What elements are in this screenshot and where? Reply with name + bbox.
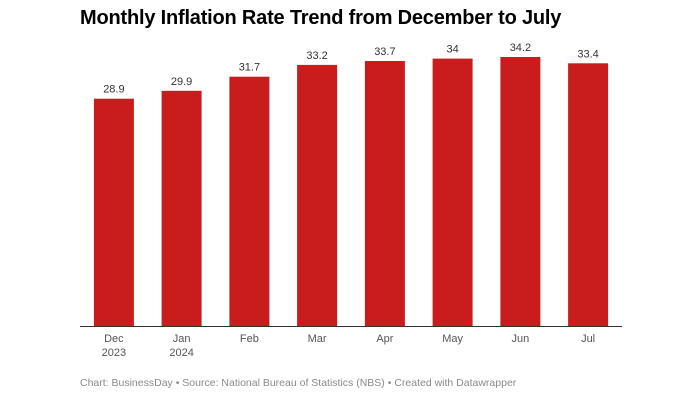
bar-dec — [93, 98, 134, 326]
bar-jan — [161, 90, 202, 326]
value-label-jul: 33.4 — [577, 48, 598, 60]
bar-may — [432, 58, 473, 326]
bar-jul — [568, 63, 609, 327]
x-tick-labels-group: Dec 2023 Jan 2024 Feb Mar Apr May Jun Jul — [102, 333, 595, 359]
x-tick-label-may: May — [442, 333, 463, 345]
x-tick-label-jan: Jan 2024 — [169, 333, 193, 359]
x-tick-label-jul: Jul — [581, 333, 595, 345]
value-label-apr: 33.7 — [374, 46, 395, 58]
x-tick-label-apr: Apr — [376, 333, 393, 345]
value-label-dec: 28.9 — [103, 84, 124, 96]
x-tick-label-feb: Feb — [240, 333, 259, 345]
x-tick-label-dec: Dec 2023 — [102, 333, 126, 359]
bars-group — [93, 57, 609, 327]
bar-jun — [500, 57, 541, 326]
value-label-feb: 31.7 — [239, 62, 260, 74]
value-labels-group: 28.9 29.9 31.7 33.2 33.7 34 34.2 33.4 — [103, 42, 599, 96]
x-tick-label-mar: Mar — [308, 333, 327, 345]
bar-apr — [364, 61, 405, 326]
chart-footer: Chart: BusinessDay • Source: National Bu… — [80, 377, 517, 389]
bar-feb — [229, 76, 270, 326]
value-label-may: 34 — [446, 44, 458, 56]
bar-mar — [297, 64, 338, 327]
chart-title: Monthly Inflation Rate Trend from Decemb… — [80, 7, 562, 29]
value-label-jun: 34.2 — [510, 42, 531, 54]
value-label-mar: 33.2 — [306, 50, 327, 62]
value-label-jan: 29.9 — [171, 76, 192, 88]
x-tick-label-jun: Jun — [512, 333, 530, 345]
